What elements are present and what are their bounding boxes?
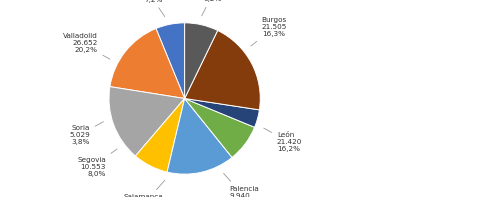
Text: Soria
5.029
3,8%: Soria 5.029 3,8% xyxy=(69,122,103,145)
Text: Segovia
10.553
8,0%: Segovia 10.553 8,0% xyxy=(77,149,117,177)
Wedge shape xyxy=(110,29,185,98)
Text: León
21.420
16,2%: León 21.420 16,2% xyxy=(264,128,302,152)
Wedge shape xyxy=(185,98,259,127)
Wedge shape xyxy=(185,31,260,110)
Text: Palencia
9.940
7,5%: Palencia 9.940 7,5% xyxy=(224,173,259,197)
Text: Zamora
9.487
7,2%: Zamora 9.487 7,2% xyxy=(134,0,165,17)
Text: Burgos
21.505
16,3%: Burgos 21.505 16,3% xyxy=(251,18,287,46)
Wedge shape xyxy=(156,23,185,98)
Wedge shape xyxy=(167,98,232,174)
Wedge shape xyxy=(135,98,185,172)
Wedge shape xyxy=(185,23,218,98)
Text: Ávila
8.162
6,2%: Ávila 8.162 6,2% xyxy=(202,0,225,16)
Wedge shape xyxy=(185,98,254,157)
Text: Valladolid
26.652
20,2%: Valladolid 26.652 20,2% xyxy=(63,33,110,59)
Wedge shape xyxy=(109,87,185,156)
Text: Salamanca
19.139
14,5%: Salamanca 19.139 14,5% xyxy=(123,180,165,197)
